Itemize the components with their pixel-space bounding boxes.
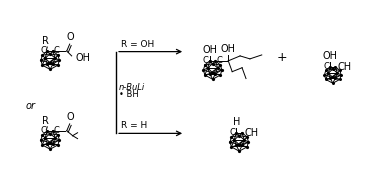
Text: OH: OH	[76, 53, 90, 63]
Text: C: C	[230, 128, 235, 137]
Text: OH: OH	[202, 45, 217, 55]
Text: C: C	[40, 126, 46, 135]
Text: or: or	[25, 101, 35, 111]
Text: R = OH: R = OH	[121, 40, 154, 49]
Text: CH: CH	[244, 128, 258, 138]
Text: +: +	[276, 51, 287, 64]
Text: C: C	[40, 47, 46, 56]
Text: CH: CH	[337, 62, 351, 72]
Text: C: C	[203, 56, 209, 65]
Text: R: R	[42, 36, 49, 46]
Text: C: C	[54, 126, 60, 135]
Text: OH: OH	[221, 44, 236, 54]
Text: R = H: R = H	[121, 121, 147, 130]
Text: OH: OH	[323, 51, 338, 61]
Text: O: O	[67, 112, 75, 122]
Text: C: C	[54, 47, 60, 56]
Text: O: O	[67, 32, 75, 42]
Text: R: R	[42, 116, 49, 126]
Text: n-BuLi: n-BuLi	[119, 83, 145, 92]
Text: C: C	[216, 56, 222, 65]
Text: • BH: • BH	[119, 91, 139, 100]
Text: H: H	[233, 117, 240, 127]
Text: C: C	[323, 62, 329, 71]
